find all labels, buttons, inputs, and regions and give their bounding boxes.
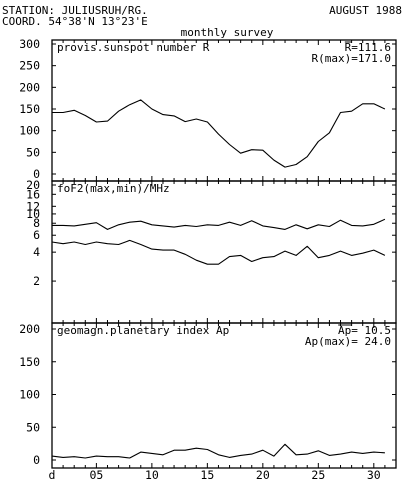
- y-tick-label: 20: [26, 178, 40, 192]
- x-tick-label: 30: [367, 468, 381, 480]
- panel-1: 0 50 100 150 200 250 300 provis.sunspot number …: [19, 37, 397, 182]
- y-tick-label: 250: [19, 59, 40, 73]
- y-tick-label: 8: [33, 216, 40, 230]
- y-tick-label: 10: [26, 207, 40, 221]
- x-tick-label: 20: [256, 468, 270, 480]
- x-tick-label: d: [49, 468, 56, 480]
- panel-annotation: Ap= 10.5: [338, 324, 391, 337]
- y-tick-label: 0: [33, 453, 40, 467]
- panel-annotation: Ap(max)= 24.0: [305, 335, 391, 348]
- y-tick-label: 50: [26, 145, 40, 159]
- x-tick-label: 25: [311, 468, 325, 480]
- x-tick-label: 15: [200, 468, 214, 480]
- panel-title: geomagn.planetary index Ap: [57, 324, 229, 337]
- station-label: STATION: JULIUSRUH/RG.: [2, 4, 148, 17]
- y-tick-label: 6: [33, 228, 40, 242]
- y-tick-label: 4: [33, 245, 40, 259]
- x-tick-label: 10: [145, 468, 159, 480]
- panel-frame: [51, 322, 397, 469]
- y-tick-label: 150: [19, 355, 40, 369]
- y-tick-label: 300: [19, 37, 40, 51]
- y-tick-label: 2: [33, 274, 40, 288]
- panel-title: foF2(max,min)/MHz: [57, 182, 170, 195]
- series-line-1: [51, 443, 385, 459]
- panel-3: 0 50 100 150 200 geomagn.planetary index Ap Ap…: [19, 322, 397, 469]
- y-tick-label: 50: [26, 420, 40, 434]
- y-tick-label: 100: [19, 388, 40, 402]
- y-tick-label: 200: [19, 322, 40, 336]
- x-axis: d 05 10 15 20 25 30: [49, 468, 381, 480]
- y-tick-label: 200: [19, 80, 40, 94]
- series-line-1: [52, 99, 386, 168]
- y-tick-label: 0: [33, 167, 40, 181]
- x-tick-label: 05: [89, 468, 103, 480]
- series-line-2: [51, 239, 386, 265]
- y-tick-label: 100: [19, 124, 40, 138]
- y-tick-label: 12: [26, 199, 40, 213]
- panel-frame: [51, 180, 397, 324]
- y-tick-label: 16: [26, 187, 40, 201]
- panel-title: provis.sunspot number R: [57, 41, 210, 54]
- y-tick-label: 150: [19, 102, 40, 116]
- survey-label: monthly survey: [181, 26, 274, 39]
- series-line-1: [52, 218, 386, 230]
- date-label: AUGUST 1988: [329, 4, 402, 17]
- panel-annotation: R(max)=171.0: [312, 52, 391, 65]
- panel-annotation: R=111.6: [345, 41, 391, 54]
- coord-label: COORD. 54°38'N 13°23'E: [2, 15, 148, 28]
